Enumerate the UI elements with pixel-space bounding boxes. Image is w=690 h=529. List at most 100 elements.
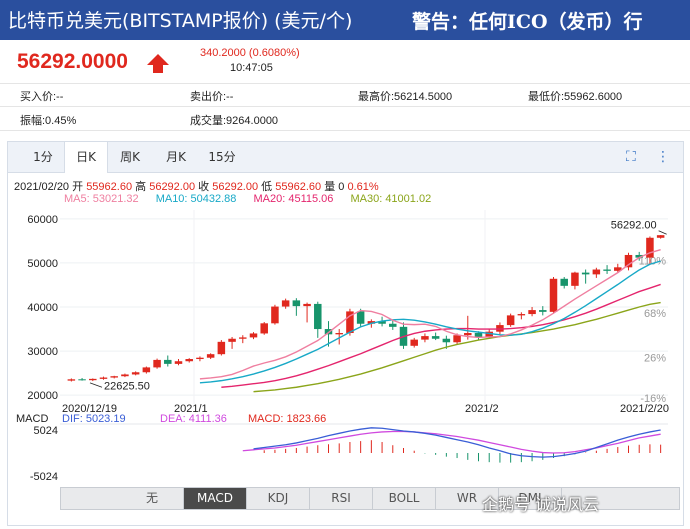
candle-body bbox=[410, 339, 418, 346]
tab-daily[interactable]: 日K bbox=[64, 142, 108, 173]
quote-time: 10:47:05 bbox=[230, 62, 273, 74]
candle-body bbox=[603, 269, 611, 271]
info-vol-label: 量 bbox=[324, 181, 336, 193]
candle-body bbox=[485, 331, 493, 337]
y-tick-label: 60000 bbox=[27, 214, 58, 226]
indicator-macd-button[interactable]: MACD bbox=[184, 488, 247, 509]
tab-1min[interactable]: 1分 bbox=[33, 150, 53, 164]
candle-body bbox=[89, 378, 97, 381]
amplitude: 振幅:0.45% bbox=[20, 115, 77, 127]
info-high-label: 高 bbox=[135, 181, 147, 193]
up-arrow-icon-stem bbox=[153, 64, 163, 73]
info-high: 56292.00 bbox=[149, 181, 196, 193]
info-low: 55962.60 bbox=[275, 181, 322, 193]
tab-15min[interactable]: 15分 bbox=[208, 150, 236, 164]
candle-body bbox=[539, 310, 547, 312]
ma20-label: MA20: 45115.06 bbox=[253, 193, 334, 205]
max-price-label: 56292.00 bbox=[611, 220, 657, 232]
min-pointer bbox=[89, 382, 103, 388]
low-price: 最低价:55962.6000 bbox=[528, 91, 623, 103]
macd-dea-label: DEA: 4111.36 bbox=[160, 413, 227, 425]
candle-body bbox=[356, 311, 365, 324]
pct-tick-label: 110% bbox=[639, 256, 667, 268]
candle-body bbox=[217, 341, 226, 355]
pct-tick-label: 26% bbox=[644, 352, 666, 364]
tab-weekly[interactable]: 周K bbox=[120, 150, 140, 164]
ma10-line bbox=[199, 260, 661, 384]
ma30-line bbox=[253, 301, 661, 393]
candle-body bbox=[389, 323, 397, 327]
quote-header: 56292.0000 340.2000 (0.6080%) 10:47:05 bbox=[0, 40, 690, 82]
candle-body bbox=[549, 278, 558, 312]
candle-body bbox=[635, 254, 643, 258]
min-price-label: 22625.50 bbox=[104, 380, 150, 392]
candle-body bbox=[196, 357, 204, 360]
candle-body bbox=[517, 314, 526, 316]
candle-body bbox=[185, 359, 193, 362]
candle-body bbox=[164, 359, 172, 364]
fullscreen-icon[interactable]: ⛶ bbox=[626, 149, 636, 165]
max-pointer bbox=[658, 230, 667, 235]
page-title: 比特币兑美元(BITSTAMP报价) (美元/个) bbox=[8, 10, 353, 32]
candle-body bbox=[314, 303, 322, 330]
ma30-label: MA30: 41001.02 bbox=[350, 193, 432, 205]
y-tick-label: 40000 bbox=[27, 302, 58, 314]
warning-banner: 警告：任何ICO（发币）行 bbox=[412, 11, 643, 33]
info-open-label: 开 bbox=[72, 181, 84, 193]
stats-row: 买入价:-- 卖出价:-- 最高价:56214.5000 最低价:55962.6… bbox=[0, 84, 690, 107]
indicator-boll-button[interactable]: BOLL bbox=[373, 488, 436, 509]
info-close: 56292.00 bbox=[212, 181, 259, 193]
price-change: 340.2000 (0.6080%) bbox=[200, 47, 300, 59]
macd-tick-label: -5024 bbox=[30, 471, 58, 483]
candle-body bbox=[442, 338, 451, 343]
candle-body bbox=[121, 374, 129, 377]
more-icon[interactable]: ⋮ bbox=[656, 149, 670, 165]
candle-body bbox=[174, 361, 183, 364]
indicator-rsi-button[interactable]: RSI bbox=[310, 488, 373, 509]
tab-monthly[interactable]: 月K bbox=[166, 150, 186, 164]
indicator-none-button[interactable]: 无 bbox=[121, 488, 184, 509]
indicator-wr-button[interactable]: WR bbox=[436, 488, 499, 509]
candle-body bbox=[99, 377, 108, 379]
candle-body bbox=[67, 379, 76, 381]
x-tick-label: 2020/12/19 bbox=[62, 403, 117, 415]
candle-info: 2021/02/20 开 55962.60 高 56292.00 收 56292… bbox=[14, 178, 379, 194]
macd-tick-label: 5024 bbox=[34, 425, 58, 437]
ma-legend: MA5: 53021.32 MA10: 50432.88 MA20: 45115… bbox=[64, 193, 445, 205]
info-low-label: 低 bbox=[261, 181, 273, 193]
candle-body bbox=[367, 321, 376, 324]
kline-chart[interactable]: 6000050000400003000020000110%68%26%-16%2… bbox=[8, 142, 683, 487]
ma5-line bbox=[199, 249, 661, 380]
candle-body bbox=[239, 337, 247, 339]
y-tick-label: 30000 bbox=[27, 346, 58, 358]
ma10-label: MA10: 50432.88 bbox=[155, 193, 237, 205]
candle-body bbox=[142, 367, 151, 373]
candle-body bbox=[153, 359, 161, 368]
candle-body bbox=[228, 338, 236, 342]
macd-value-label: MACD: 1823.66 bbox=[248, 413, 326, 425]
candle-body bbox=[560, 278, 568, 286]
candle-body bbox=[474, 333, 483, 337]
indicator-dmi-button[interactable]: DMI bbox=[499, 488, 562, 509]
info-pct: 0.61% bbox=[347, 181, 379, 193]
candle-body bbox=[592, 269, 601, 275]
candle-body bbox=[431, 336, 440, 339]
x-tick-label: 2021/1 bbox=[174, 403, 208, 415]
indicator-bar: 无 MACD KDJ RSI BOLL WR DMI bbox=[60, 487, 680, 510]
candle-body bbox=[646, 237, 654, 258]
candle-body bbox=[624, 254, 633, 268]
candle-body bbox=[571, 272, 579, 286]
indicator-kdj-button[interactable]: KDJ bbox=[247, 488, 310, 509]
candle-body bbox=[292, 300, 301, 307]
info-date: 2021/02/20 bbox=[14, 181, 70, 193]
candle-body bbox=[271, 306, 279, 324]
dif-line bbox=[253, 427, 661, 458]
chart-panel: 1分 日K 周K 月K 15分 ⛶ ⋮ 2021/02/20 开 55962.6… bbox=[7, 141, 684, 526]
high-price: 最高价:56214.5000 bbox=[358, 91, 453, 103]
candle-body bbox=[249, 333, 258, 338]
candle-body bbox=[581, 272, 590, 275]
candle-body bbox=[506, 315, 515, 326]
title-bar: 比特币兑美元(BITSTAMP报价) (美元/个) 警告：任何ICO（发币）行 bbox=[0, 0, 690, 40]
bid-price: 买入价:-- bbox=[20, 91, 64, 103]
candle-body bbox=[528, 310, 536, 315]
